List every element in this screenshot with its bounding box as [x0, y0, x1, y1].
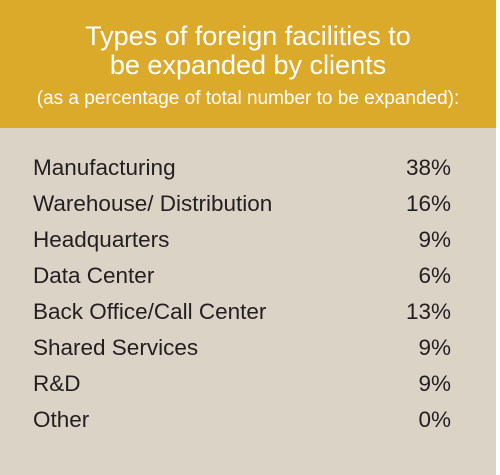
table-row: Shared Services 9% — [33, 334, 451, 370]
row-label: Headquarters — [33, 227, 170, 252]
chart-title-line-1: Types of foreign facilities to — [85, 21, 411, 51]
row-label: Warehouse/ Distribution — [33, 191, 273, 216]
row-value: 6% — [418, 263, 451, 288]
data-table: Manufacturing 38% Warehouse/ Distributio… — [33, 154, 451, 442]
row-value: 13% — [405, 299, 451, 324]
table-row: Manufacturing 38% — [33, 154, 451, 190]
row-value: 9% — [418, 335, 451, 360]
row-value: 38% — [405, 155, 451, 180]
table-row: Warehouse/ Distribution 16% — [33, 190, 451, 226]
chart-header: Types of foreign facilities to be expand… — [0, 0, 496, 128]
chart-title-line-2: be expanded by clients — [109, 50, 387, 80]
row-value: 9% — [418, 227, 451, 252]
table-row: R&D 9% — [33, 370, 451, 406]
row-label: R&D — [33, 371, 81, 396]
row-label: Manufacturing — [33, 155, 176, 180]
table-row: Headquarters 9% — [33, 226, 451, 262]
row-label: Shared Services — [33, 335, 199, 360]
row-label: Other — [33, 407, 90, 432]
row-label: Back Office/Call Center — [33, 299, 267, 324]
chart-subtitle: (as a percentage of total number to be e… — [36, 88, 460, 109]
row-value: 16% — [405, 191, 451, 216]
table-row: Data Center 6% — [33, 262, 451, 298]
table-row: Back Office/Call Center 13% — [33, 298, 451, 334]
row-value: 0% — [418, 407, 451, 432]
table-row: Other 0% — [33, 406, 451, 442]
row-value: 9% — [418, 371, 451, 396]
chart-title: Types of foreign facilities to be expand… — [0, 22, 496, 80]
row-label: Data Center — [33, 263, 155, 288]
